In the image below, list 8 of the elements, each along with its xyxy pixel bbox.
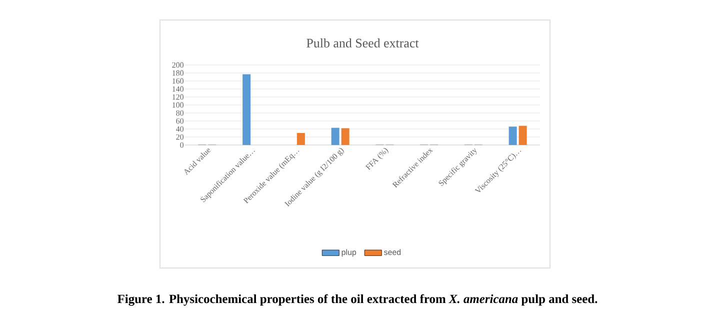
caption: Figure 1. Physicochemical properties of the oil extracted from X. americana pulp and seed. (118, 294, 598, 306)
bar (341, 128, 350, 145)
bar (242, 74, 251, 145)
bar (518, 126, 527, 145)
bar (331, 128, 340, 145)
bar (296, 133, 305, 145)
chart-title: Pulb and Seed extract (306, 38, 419, 48)
bar (508, 126, 517, 145)
